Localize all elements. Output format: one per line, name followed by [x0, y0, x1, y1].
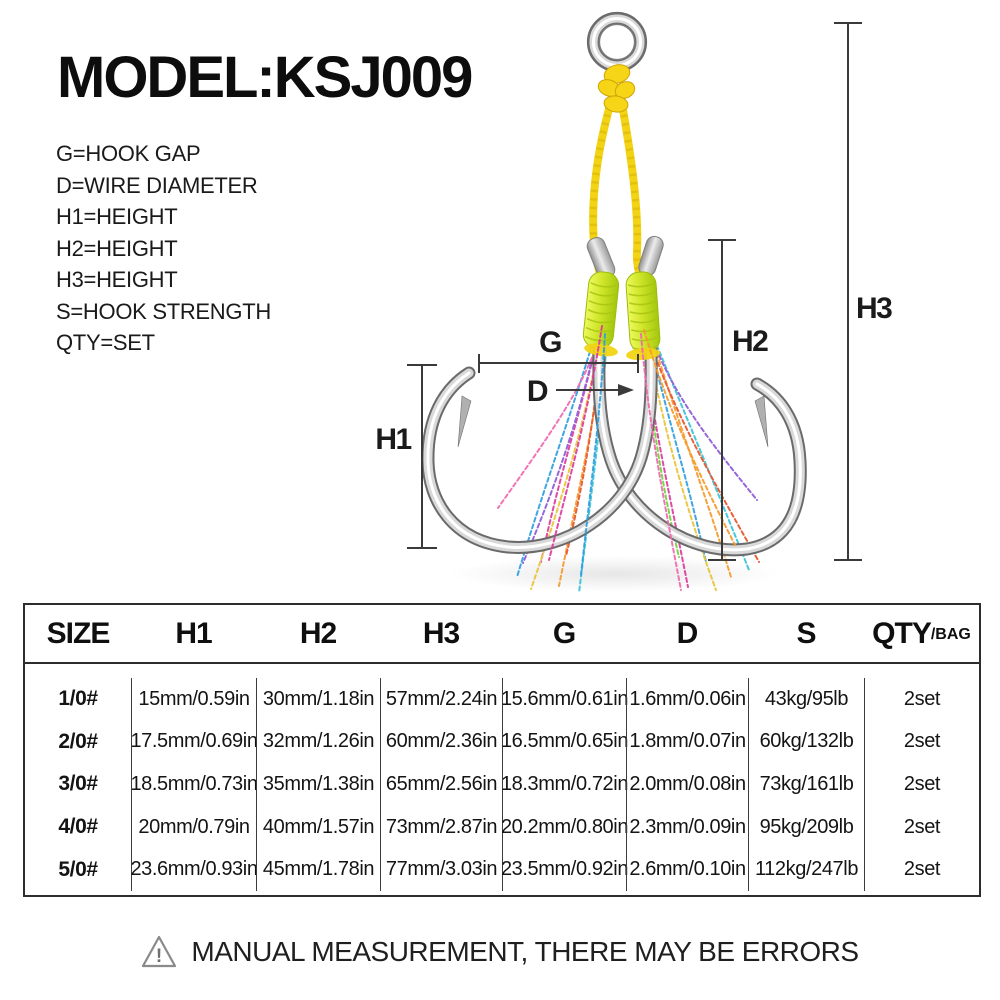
spec-cell-size: 2/0#: [58, 729, 98, 753]
spec-cell-h2: 45mm/1.78in: [256, 848, 380, 891]
spec-cell-d: 2.0mm/0.08in: [626, 763, 748, 806]
disclaimer-text: MANUAL MEASUREMENT, THERE MAY BE ERRORS: [191, 936, 859, 967]
spec-cell-h2: 30mm/1.18in: [256, 678, 380, 721]
spec-table-header: SIZE H1 H2 H3 G D S QTY/BAG: [25, 605, 979, 664]
qty-header-suffix: /BAG: [930, 625, 971, 643]
solid-ring-icon: [586, 11, 648, 73]
spec-table-body: 1/0# 15mm/0.59in 30mm/1.18in 57mm/2.24in…: [25, 664, 979, 895]
right-hook: [592, 288, 807, 557]
legend-item: G=HOOK GAP: [56, 141, 201, 166]
legend-item: H2=HEIGHT: [56, 235, 178, 261]
spec-cell-h3: 77mm/3.03in: [380, 848, 502, 891]
spec-cell-qty: 2set: [864, 805, 979, 849]
spec-cell-h2: 40mm/1.57in: [256, 805, 380, 849]
spec-cell-qty: 2set: [864, 720, 979, 764]
qty-header-main: QTY: [872, 616, 932, 650]
col-header-g: G: [552, 616, 576, 650]
spec-cell-h2: 32mm/1.26in: [256, 720, 380, 764]
col-header-qty: QTY/BAG: [864, 617, 979, 651]
dimension-g: [478, 354, 639, 373]
spec-cell-size: 5/0#: [58, 857, 98, 881]
col-header-s: S: [796, 616, 816, 650]
spec-cell-h1: 18.5mm/0.73in: [130, 763, 258, 806]
col-header-h1: H1: [175, 616, 212, 650]
legend: G=HOOK GAP D=WIRE DIAMETER H1=HEIGHT H2=…: [56, 138, 271, 359]
legend-item: S=HOOK STRENGTH: [56, 298, 271, 324]
legend-item: D=WIRE DIAMETER: [56, 172, 258, 198]
label-g: G: [539, 326, 561, 359]
d-arrowhead: [618, 384, 634, 396]
spec-cell-h3: 60mm/2.36in: [380, 720, 502, 764]
legend-item: QTY=SET: [56, 330, 155, 355]
label-d: D: [527, 375, 548, 408]
warning-icon: !: [142, 935, 177, 968]
label-h1: H1: [375, 423, 411, 456]
spec-cell-h3: 65mm/2.56in: [380, 763, 502, 806]
spec-cell-d: 2.3mm/0.09in: [626, 805, 748, 849]
col-header-h3: H3: [422, 616, 460, 650]
spec-cell-s: 112kg/247lb: [748, 848, 864, 891]
left-hook-barb: [457, 395, 472, 448]
disclaimer: ! MANUAL MEASUREMENT, THERE MAY BE ERROR…: [0, 924, 1000, 980]
spec-cell-d: 2.6mm/0.10in: [626, 848, 748, 891]
warning-exclamation-mark: !: [156, 946, 162, 967]
spec-cell-s: 60kg/132lb: [748, 720, 864, 764]
spec-cell-s: 95kg/209lb: [748, 805, 864, 849]
spec-cell-s: 73kg/161lb: [748, 763, 864, 806]
spec-cell-d: 1.8mm/0.07in: [626, 720, 748, 764]
spec-cell-size: 4/0#: [58, 815, 98, 839]
thread-wrap-left: [582, 271, 620, 349]
label-h3: H3: [856, 292, 892, 325]
spec-table: SIZE H1 H2 H3 G D S QTY/BAG 1/0# 15mm/0.…: [23, 603, 981, 897]
legend-item: H1=HEIGHT: [56, 204, 178, 229]
legend-item: H3=HEIGHT: [56, 267, 178, 292]
spec-cell-g: 15.6mm/0.61in: [501, 678, 628, 721]
spec-cell-h1: 15mm/0.59in: [131, 678, 256, 721]
spec-cell-s: 43kg/95lb: [748, 678, 864, 721]
spec-cell-qty: 2set: [864, 763, 979, 806]
spec-cell-h1: 20mm/0.79in: [131, 805, 256, 849]
spec-cell-qty: 2set: [864, 848, 979, 891]
spec-cell-size: 1/0#: [58, 687, 98, 711]
dimension-h1: [407, 364, 437, 549]
spec-cell-d: 1.6mm/0.06in: [626, 678, 748, 721]
spec-cell-g: 18.3mm/0.72in: [501, 763, 628, 806]
thread-wrap-right: [625, 271, 661, 353]
spec-cell-g: 16.5mm/0.65in: [501, 720, 628, 764]
dimension-h2: [708, 239, 736, 561]
spec-cell-h3: 57mm/2.24in: [380, 678, 502, 721]
page-title: MODEL:KSJ009: [57, 45, 473, 110]
spec-cell-h2: 35mm/1.38in: [256, 763, 380, 806]
dimension-h3: [834, 22, 862, 561]
right-hook-barb: [754, 395, 769, 448]
col-header-h2: H2: [299, 616, 337, 650]
spec-cell-qty: 2set: [864, 678, 979, 721]
spec-cell-size: 3/0#: [58, 772, 98, 796]
spec-cell-h3: 73mm/2.87in: [380, 805, 502, 849]
spec-cell-h1: 23.6mm/0.93in: [130, 848, 258, 891]
spec-cell-g: 23.5mm/0.92in: [501, 848, 628, 891]
spec-cell-h1: 17.5mm/0.69in: [130, 720, 258, 764]
label-h2: H2: [732, 325, 768, 358]
spec-cell-g: 20.2mm/0.80in: [501, 805, 628, 849]
cord-knot: [597, 64, 636, 113]
hook-diagram: H1 G D H2 H3: [375, 11, 894, 594]
col-header-size: SIZE: [46, 616, 111, 650]
col-header-d: D: [676, 616, 699, 650]
